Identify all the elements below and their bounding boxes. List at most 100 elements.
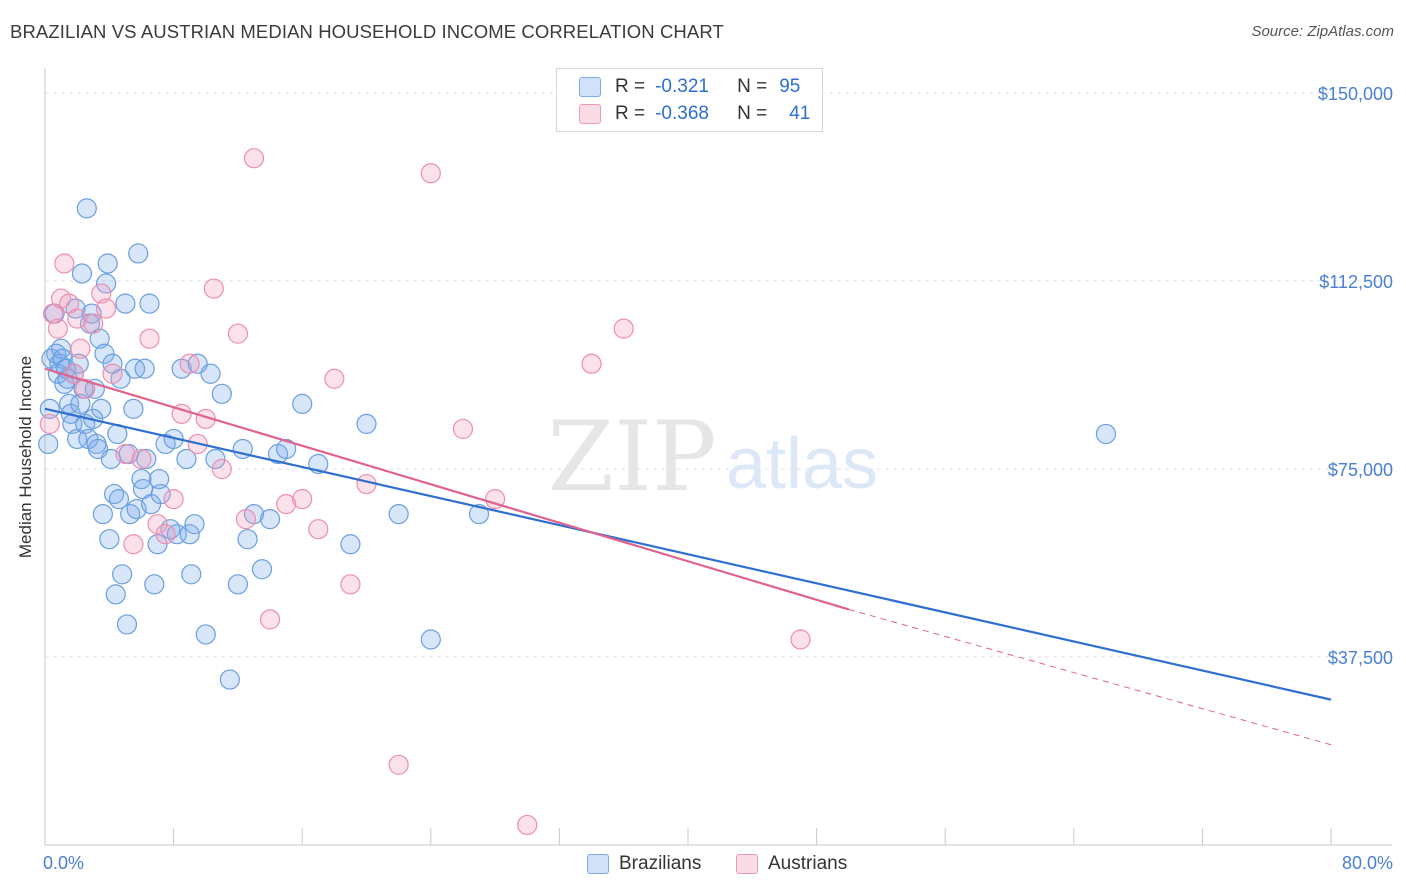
brazilians-point	[292, 393, 313, 414]
chart-title: BRAZILIAN VS AUSTRIAN MEDIAN HOUSEHOLD I…	[10, 21, 724, 42]
brazilians-point	[123, 398, 144, 419]
brazilians-point	[89, 328, 110, 349]
austrians-trend-extension	[848, 608, 1332, 746]
y-tick-label: $112,500	[1319, 272, 1393, 292]
brazilians-point	[179, 524, 200, 545]
austrians-point	[131, 448, 152, 470]
brazilians-point	[70, 393, 91, 414]
brazilians-point	[181, 564, 202, 585]
brazilians-point	[112, 564, 133, 585]
austrians-point	[292, 488, 313, 510]
austrians-point	[211, 458, 232, 480]
brazilians-trend-line	[44, 407, 1332, 701]
austrians-point	[115, 443, 136, 465]
legend-r-label: R =	[615, 103, 646, 124]
brazilians-point	[195, 624, 216, 645]
austrians-point	[420, 163, 441, 184]
austrians-point	[388, 754, 409, 775]
austrians-point	[227, 323, 248, 344]
brazilians-point	[149, 468, 170, 490]
brazilians-point	[139, 293, 160, 314]
brazilians-point	[147, 534, 168, 555]
source-note: Source: ZipAtlas.com	[1251, 23, 1394, 40]
austrians-point	[163, 488, 184, 510]
austrians-point	[452, 418, 474, 440]
series-austrians	[39, 148, 811, 836]
bottom-legend-austrians: Austrians	[736, 852, 847, 876]
brazilians-point	[356, 413, 377, 435]
brazilians-point	[468, 504, 490, 525]
legend-r-value: -0.321	[655, 76, 709, 97]
watermark-zip: ZIP	[547, 401, 716, 513]
brazilians-point	[150, 483, 171, 505]
x-tick-label-min: 0.0%	[43, 853, 84, 873]
austrians-point	[613, 318, 634, 339]
brazilians-point	[68, 353, 89, 374]
austrians-point	[70, 338, 91, 359]
brazilians-point	[128, 243, 149, 264]
brazilians-point	[251, 559, 273, 580]
watermark-atlas: atlas	[726, 424, 878, 504]
trend-lines	[44, 367, 1332, 746]
brazilians-point	[91, 398, 112, 419]
brazilians-point	[95, 273, 117, 294]
axes	[44, 68, 1392, 846]
legend-r-value: -0.368	[655, 103, 709, 124]
austrians-point	[308, 519, 329, 540]
brazilians-point	[131, 468, 152, 490]
brazilians-point	[259, 509, 281, 530]
austrians-point	[95, 298, 117, 319]
austrians-point	[276, 494, 297, 515]
brazilians-point	[99, 529, 120, 550]
y-tick-label: $37,500	[1328, 648, 1393, 668]
legend-row-austrians: R = -0.368 N = 41	[579, 102, 810, 126]
brazilians-point	[340, 534, 361, 555]
stats-legend: R = -0.321 N = 95 R = -0.368 N = 41	[556, 68, 823, 132]
austrians-point	[581, 353, 602, 374]
legend-swatch-blue	[579, 77, 601, 97]
tick-labels: $37,500 $75,000 $112,500 $150,000 0.0% 80.0%	[43, 84, 1393, 873]
brazilians-point	[205, 448, 226, 470]
austrians-trend-line	[44, 367, 850, 611]
legend-row-brazilians: R = -0.321 N = 95	[579, 75, 800, 99]
legend-n-value: 95	[779, 76, 801, 97]
austrians-point	[47, 318, 68, 339]
austrians-point	[83, 313, 104, 334]
austrians-point	[235, 509, 257, 530]
austrians-point	[243, 148, 265, 169]
brazilians-point	[1095, 423, 1117, 445]
austrians-point	[790, 629, 811, 650]
brazilians-point	[219, 669, 240, 690]
bottom-legend-brazilians: Brazilians	[587, 852, 701, 876]
austrians-point	[102, 363, 123, 384]
legend-r-label: R =	[615, 76, 646, 97]
brazilians-point	[184, 514, 205, 535]
brazilians-point	[276, 438, 297, 460]
austrians-point	[54, 253, 75, 274]
austrians-point	[179, 353, 200, 374]
austrians-point	[39, 413, 60, 435]
austrians-point	[91, 283, 112, 304]
x-tick-label-max: 80.0%	[1342, 853, 1393, 873]
brazilians-point	[211, 383, 232, 404]
austrians-point	[123, 534, 144, 555]
brazilians-point	[108, 488, 130, 510]
y-tick-label: $75,000	[1328, 460, 1393, 480]
bottom-legend-label: Austrians	[768, 853, 848, 874]
brazilians-point	[227, 574, 248, 595]
brazilians-point	[97, 253, 118, 274]
brazilians-point	[116, 614, 138, 635]
brazilians-point	[105, 584, 126, 605]
brazilians-point	[92, 504, 113, 525]
legend-n-label: N =	[737, 76, 768, 97]
y-tick-label: $150,000	[1318, 84, 1393, 104]
austrians-point	[75, 378, 96, 399]
austrians-point	[67, 308, 88, 329]
brazilians-point	[38, 433, 59, 455]
brazilians-point	[76, 198, 97, 219]
austrians-point	[324, 368, 345, 389]
brazilians-point	[420, 629, 441, 650]
brazilians-point	[134, 358, 155, 379]
austrians-point	[259, 609, 281, 630]
